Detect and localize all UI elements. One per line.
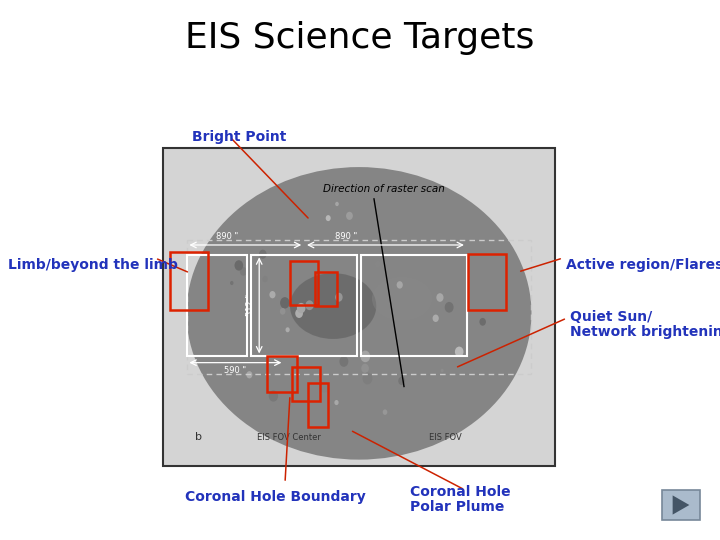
Ellipse shape [235,260,243,271]
Ellipse shape [256,226,462,401]
Ellipse shape [204,181,514,445]
Ellipse shape [325,284,394,342]
Ellipse shape [361,364,369,373]
Ellipse shape [325,215,330,221]
Bar [292,367,320,401]
Ellipse shape [480,318,486,326]
Ellipse shape [262,276,268,282]
Text: Polar Plume: Polar Plume [410,500,505,514]
Ellipse shape [280,297,289,308]
Bar [290,261,318,305]
Ellipse shape [333,292,385,335]
Bar [315,272,337,306]
Ellipse shape [290,273,377,339]
Bar [170,252,208,310]
Ellipse shape [455,347,464,357]
Ellipse shape [259,249,266,259]
Ellipse shape [282,247,436,379]
Bar [251,254,357,356]
Text: Limb/beyond the limb: Limb/beyond the limb [8,258,178,272]
Text: Network brightening: Network brightening [570,325,720,339]
Polygon shape [672,495,689,515]
Ellipse shape [441,369,444,373]
Ellipse shape [334,400,338,405]
Ellipse shape [269,291,276,299]
Ellipse shape [297,303,305,313]
Ellipse shape [361,350,370,362]
Ellipse shape [266,346,269,350]
Text: Coronal Hole: Coronal Hole [410,485,510,499]
Text: Bright Point: Bright Point [192,130,287,144]
Text: 890 ": 890 " [216,232,238,241]
Bar [308,383,328,427]
Ellipse shape [383,409,387,415]
Ellipse shape [436,293,444,302]
Ellipse shape [374,260,381,268]
Ellipse shape [320,382,328,393]
Ellipse shape [230,204,488,423]
Ellipse shape [264,233,454,394]
Ellipse shape [290,255,428,372]
Ellipse shape [372,277,432,321]
Text: Direction of raster scan: Direction of raster scan [323,184,445,194]
Bar [186,240,531,374]
Ellipse shape [339,356,348,367]
Ellipse shape [397,281,402,289]
Ellipse shape [398,377,405,385]
Bar [361,254,467,356]
Ellipse shape [346,212,353,220]
Bar [267,356,297,392]
Ellipse shape [238,211,480,416]
Ellipse shape [342,299,377,328]
Ellipse shape [240,267,247,276]
Bar [662,490,700,520]
Ellipse shape [316,277,402,350]
Ellipse shape [212,189,505,438]
Text: 512 ": 512 " [246,294,255,316]
Ellipse shape [247,218,471,408]
Ellipse shape [286,327,289,332]
Ellipse shape [280,308,285,315]
Text: 890 ": 890 " [336,232,358,241]
Bar [468,254,506,310]
Ellipse shape [363,373,372,384]
Ellipse shape [186,167,531,460]
Ellipse shape [433,314,438,322]
Ellipse shape [336,293,343,302]
Ellipse shape [305,300,314,310]
Text: EIS FOV Center: EIS FOV Center [256,433,320,442]
Ellipse shape [307,269,410,357]
Bar [186,254,247,356]
Ellipse shape [221,197,497,430]
Text: b: b [195,433,202,442]
Text: Active region/Flares: Active region/Flares [566,258,720,272]
Bar [163,148,555,466]
Ellipse shape [295,309,303,318]
Ellipse shape [246,371,253,379]
Ellipse shape [335,202,339,206]
Text: 590 ": 590 " [225,366,246,375]
Text: EIS FOV: EIS FOV [429,433,462,442]
Ellipse shape [230,281,233,285]
Ellipse shape [351,306,368,321]
Ellipse shape [299,262,419,364]
Text: Quiet Sun/: Quiet Sun/ [570,310,652,324]
Ellipse shape [445,302,454,313]
Ellipse shape [195,174,523,453]
Ellipse shape [273,240,445,387]
Text: Coronal Hole Boundary: Coronal Hole Boundary [185,490,366,504]
Ellipse shape [269,390,278,402]
Text: EIS Science Targets: EIS Science Targets [185,21,535,55]
